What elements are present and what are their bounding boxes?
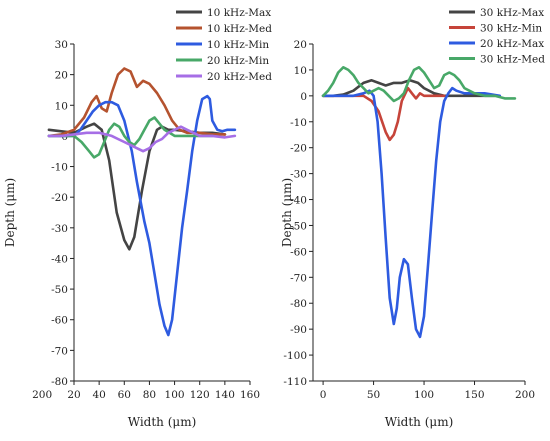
y-tick-label: -40 bbox=[290, 195, 307, 207]
chart-panel-2: 20100-10-20-30-40-50-60-70-80-90-100-110… bbox=[280, 7, 545, 429]
y-tick-label: -70 bbox=[51, 345, 68, 357]
series-line-20-khz-med bbox=[47, 125, 237, 153]
y-axis-label: Depth (μm) bbox=[3, 178, 17, 247]
y-tick-label: -90 bbox=[290, 324, 307, 336]
x-tick-label: 60 bbox=[118, 389, 131, 401]
y-tick-label: -40 bbox=[51, 253, 68, 265]
x-tick-label: 50 bbox=[367, 389, 380, 401]
y-tick-label: 10 bbox=[294, 65, 307, 77]
legend-entry: 20 kHz-Min bbox=[207, 55, 269, 67]
y-tick-label: -80 bbox=[290, 298, 307, 310]
series-line-20-khz-max bbox=[321, 86, 502, 339]
x-tick-label: 160 bbox=[240, 389, 260, 401]
y-tick-label: -20 bbox=[51, 192, 68, 204]
y-tick-label: 20 bbox=[294, 39, 307, 51]
x-tick-label: 150 bbox=[465, 389, 485, 401]
y-tick-label: -80 bbox=[51, 376, 68, 388]
legend-entry: 20 kHz-Med bbox=[207, 71, 272, 83]
y-tick-label: 0 bbox=[300, 91, 307, 103]
legend-entry: 10 kHz-Med bbox=[207, 23, 272, 35]
legend-entry: 10 kHz-Min bbox=[207, 39, 269, 51]
y-tick-label: -50 bbox=[290, 220, 307, 232]
y-tick-label: -30 bbox=[290, 169, 307, 181]
y-tick-label: -60 bbox=[290, 246, 307, 258]
legend-entry: 20 kHz-Max bbox=[480, 38, 544, 50]
y-tick-label: -50 bbox=[51, 284, 68, 296]
x-tick-label: 20 bbox=[32, 389, 45, 401]
y-tick-label: -30 bbox=[51, 223, 68, 235]
x-axis-label: Width (μm) bbox=[385, 415, 454, 429]
series-line-10-khz-min bbox=[47, 94, 237, 337]
series-line-10-khz-med bbox=[47, 67, 227, 138]
y-tick-label: -110 bbox=[283, 376, 307, 388]
y-tick-label: 10 bbox=[55, 100, 68, 112]
x-tick-label: 80 bbox=[143, 389, 156, 401]
y-tick-label: -100 bbox=[283, 350, 307, 362]
legend-entry: 30 kHz-Max bbox=[480, 7, 544, 19]
x-tick-label: 0 bbox=[46, 389, 53, 401]
x-tick-label: 0 bbox=[320, 389, 327, 401]
x-tick-label: 200 bbox=[515, 389, 535, 401]
x-axis-label: Width (μm) bbox=[128, 415, 197, 429]
y-axis-label: Depth (μm) bbox=[280, 178, 294, 247]
y-tick-label: -10 bbox=[51, 162, 68, 174]
legend-entry: 30 kHz-Min bbox=[480, 23, 542, 35]
series-line-20-khz-min bbox=[47, 116, 214, 159]
legend-entry: 10 kHz-Max bbox=[207, 7, 271, 19]
x-tick-label: 20 bbox=[67, 389, 80, 401]
x-tick-label: 120 bbox=[190, 389, 210, 401]
x-tick-label: 100 bbox=[165, 389, 185, 401]
y-tick-label: -20 bbox=[290, 143, 307, 155]
x-tick-label: 140 bbox=[215, 389, 235, 401]
x-tick-label: 100 bbox=[414, 389, 434, 401]
y-tick-label: -60 bbox=[51, 315, 68, 327]
x-tick-label: 40 bbox=[92, 389, 105, 401]
y-tick-label: -70 bbox=[290, 272, 307, 284]
y-tick-label: -10 bbox=[290, 117, 307, 129]
y-tick-label: 30 bbox=[55, 39, 68, 51]
legend-entry: 30 kHz-Med bbox=[480, 54, 545, 66]
series-line-30-khz-med bbox=[321, 66, 517, 103]
y-tick-label: 20 bbox=[55, 70, 68, 82]
